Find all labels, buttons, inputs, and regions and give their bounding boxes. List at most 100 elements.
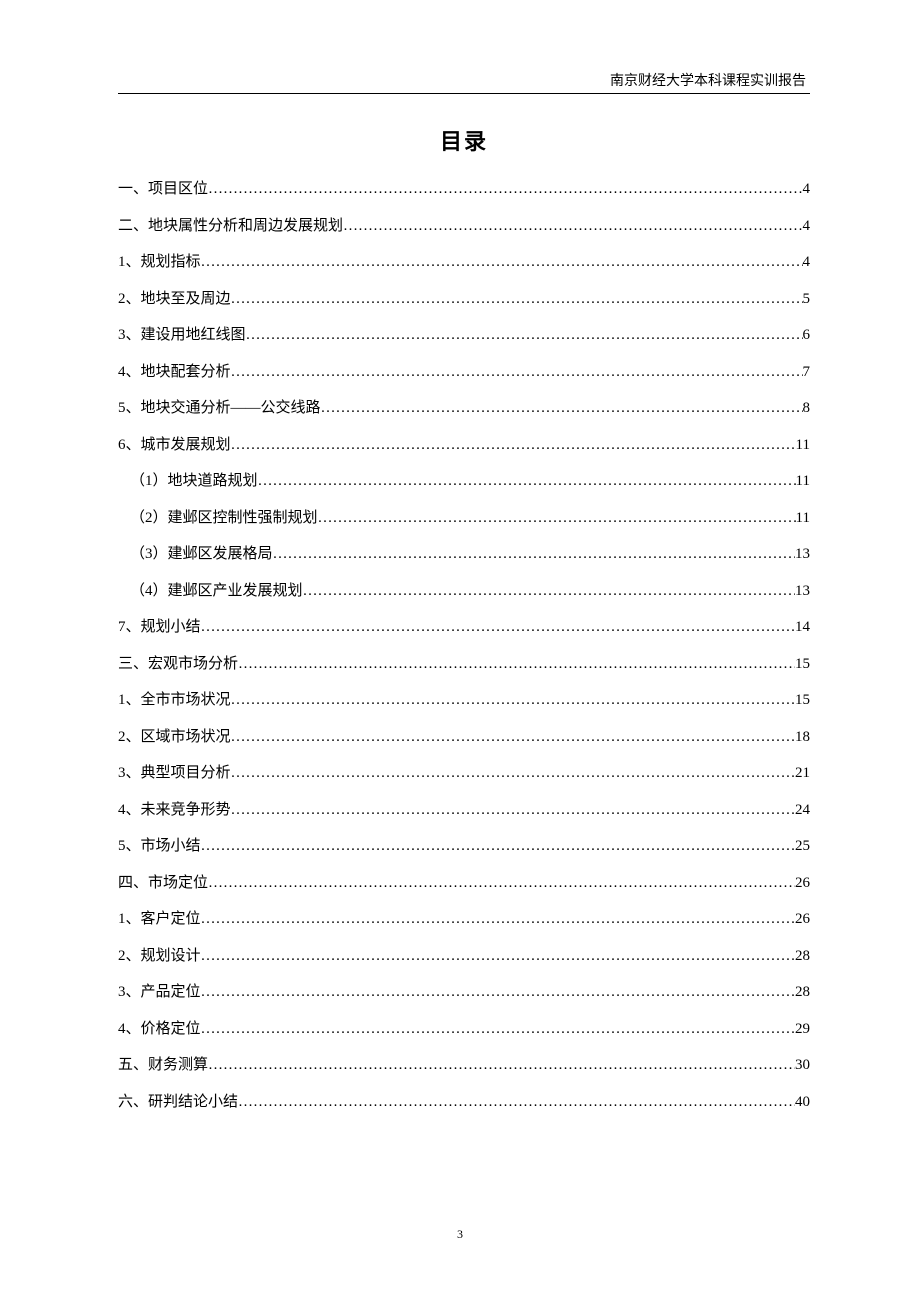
toc-entry: 3、建设用地红线图…………………………………………………………………………………… [118, 328, 810, 343]
toc-entry-page: 21 [795, 766, 810, 781]
toc-entry: 2、区域市场状况……………………………………………………………………………………… [118, 730, 810, 745]
toc-entry: 1、规划指标…………………………………………………………………………………………… [118, 255, 810, 270]
toc-entry-label: 3、建设用地红线图 [118, 328, 246, 343]
toc-entry: 四、市场定位…………………………………………………………………………………………… [118, 876, 810, 891]
toc-entry-label: 4、价格定位 [118, 1022, 201, 1037]
toc-entry: 五、财务测算…………………………………………………………………………………………… [118, 1058, 810, 1073]
toc-entry-dots: …………………………………………………………………………………………………………… [201, 1022, 795, 1037]
toc-entry-label: 1、客户定位 [118, 912, 201, 927]
toc-entry-page: 29 [795, 1022, 810, 1037]
toc-entry-dots: …………………………………………………………………………………………………………… [231, 803, 795, 818]
toc-entry: 三、宏观市场分析……………………………………………………………………………………… [118, 657, 810, 672]
toc-entry-dots: …………………………………………………………………………………………………………… [201, 839, 795, 854]
toc-entry-dots: …………………………………………………………………………………………………………… [343, 219, 802, 234]
toc-entry-page: 30 [795, 1058, 810, 1073]
toc-entry-dots: …………………………………………………………………………………………………………… [201, 255, 803, 270]
toc-entry-dots: …………………………………………………………………………………………………………… [231, 365, 803, 380]
toc-entry-dots: …………………………………………………………………………………………………………… [303, 584, 795, 599]
toc-entry: 5、地块交通分析——公交线路……………………………………………………………………… [118, 401, 810, 416]
toc-entry: 7、规划小结…………………………………………………………………………………………… [118, 620, 810, 635]
toc-entry-dots: …………………………………………………………………………………………………………… [321, 401, 803, 416]
toc-entry-label: 2、地块至及周边 [118, 292, 231, 307]
toc-entry-page: 40 [795, 1095, 810, 1110]
toc-entry-label: 2、规划设计 [118, 949, 201, 964]
toc-entry: 4、地块配套分析……………………………………………………………………………………… [118, 365, 810, 380]
toc-entry-label: 五、财务测算 [118, 1058, 208, 1073]
toc-entry-dots: …………………………………………………………………………………………………………… [231, 730, 795, 745]
page-container: 南京财经大学本科课程实训报告 目录 一、项目区位…………………………………………… [0, 0, 920, 1302]
toc-entry-label: 3、产品定位 [118, 985, 201, 1000]
toc-entry-page: 15 [795, 657, 810, 672]
toc-entry-dots: …………………………………………………………………………………………………………… [238, 1095, 795, 1110]
toc-entry-label: 二、地块属性分析和周边发展规划 [118, 219, 343, 234]
toc-entry-label: 三、宏观市场分析 [118, 657, 238, 672]
toc-entry: 4、未来竞争形势……………………………………………………………………………………… [118, 803, 810, 818]
toc-entry-page: 11 [796, 438, 810, 453]
toc-entry-dots: …………………………………………………………………………………………………………… [208, 876, 795, 891]
toc-entry: （2）建邺区控制性强制规划………………………………………………………………………… [118, 511, 810, 526]
toc-entry-page: 18 [795, 730, 810, 745]
toc-entry: 六、研判结论小结……………………………………………………………………………………… [118, 1095, 810, 1110]
toc-entry: （1）地块道路规划…………………………………………………………………………………… [118, 474, 810, 489]
toc-entry-label: 5、市场小结 [118, 839, 201, 854]
toc-entry-dots: …………………………………………………………………………………………………………… [258, 474, 796, 489]
toc-entry: 1、客户定位…………………………………………………………………………………………… [118, 912, 810, 927]
toc-entry-label: 5、地块交通分析——公交线路 [118, 401, 321, 416]
toc-entry-dots: …………………………………………………………………………………………………………… [231, 693, 795, 708]
toc-entry-label: 2、区域市场状况 [118, 730, 231, 745]
toc-entry-label: （2）建邺区控制性强制规划 [130, 511, 318, 526]
toc-entry: 5、市场小结…………………………………………………………………………………………… [118, 839, 810, 854]
toc-entry-dots: …………………………………………………………………………………………………………… [201, 949, 795, 964]
toc-entry-page: 13 [795, 547, 810, 562]
toc-entry-dots: …………………………………………………………………………………………………………… [201, 620, 795, 635]
toc-entry-label: 4、未来竞争形势 [118, 803, 231, 818]
toc-entry: 6、城市发展规划……………………………………………………………………………………… [118, 438, 810, 453]
toc-entry-label: （1）地块道路规划 [130, 474, 258, 489]
toc-entry: （3）建邺区发展格局………………………………………………………………………………… [118, 547, 810, 562]
toc-entry-page: 24 [795, 803, 810, 818]
toc-entry-dots: …………………………………………………………………………………………………………… [208, 182, 802, 197]
toc-entry-page: 25 [795, 839, 810, 854]
toc-entry-page: 13 [795, 584, 810, 599]
toc-entry-dots: …………………………………………………………………………………………………………… [231, 438, 796, 453]
toc-entry-page: 5 [803, 292, 811, 307]
toc-entry-page: 15 [795, 693, 810, 708]
header-institution: 南京财经大学本科课程实训报告 [118, 70, 810, 90]
toc-entry-label: （4）建邺区产业发展规划 [130, 584, 303, 599]
toc-entry: 1、全市市场状况……………………………………………………………………………………… [118, 693, 810, 708]
toc-entry-page: 28 [795, 949, 810, 964]
toc-title: 目录 [118, 124, 810, 156]
toc-entry-page: 8 [803, 401, 811, 416]
toc-entry: 2、地块至及周边……………………………………………………………………………………… [118, 292, 810, 307]
toc-entry-dots: …………………………………………………………………………………………………………… [246, 328, 803, 343]
toc-entry-label: （3）建邺区发展格局 [130, 547, 273, 562]
page-number: 3 [0, 1227, 920, 1242]
toc-entry-dots: …………………………………………………………………………………………………………… [231, 292, 803, 307]
toc-entry-page: 4 [803, 219, 811, 234]
toc-entry: （4）建邺区产业发展规划…………………………………………………………………………… [118, 584, 810, 599]
toc-entry-page: 26 [795, 912, 810, 927]
toc-entry: 3、产品定位…………………………………………………………………………………………… [118, 985, 810, 1000]
toc-entry-dots: …………………………………………………………………………………………………………… [238, 657, 795, 672]
header-divider [118, 93, 810, 94]
toc-entry-label: 一、项目区位 [118, 182, 208, 197]
toc-entry-page: 6 [803, 328, 811, 343]
toc-entry-page: 11 [796, 511, 810, 526]
toc-entry-label: 1、全市市场状况 [118, 693, 231, 708]
toc-entry-dots: …………………………………………………………………………………………………………… [318, 511, 796, 526]
toc-entry-label: 六、研判结论小结 [118, 1095, 238, 1110]
toc-entry-page: 11 [796, 474, 810, 489]
toc-entries: 一、项目区位…………………………………………………………………………………………… [118, 182, 810, 1131]
toc-entry-page: 26 [795, 876, 810, 891]
toc-entry: 2、规划设计…………………………………………………………………………………………… [118, 949, 810, 964]
toc-entry-label: 3、典型项目分析 [118, 766, 231, 781]
toc-entry-dots: …………………………………………………………………………………………………………… [208, 1058, 795, 1073]
toc-entry-dots: …………………………………………………………………………………………………………… [201, 985, 795, 1000]
toc-entry-label: 6、城市发展规划 [118, 438, 231, 453]
toc-entry-label: 四、市场定位 [118, 876, 208, 891]
toc-entry-page: 4 [803, 182, 811, 197]
toc-entry: 3、典型项目分析……………………………………………………………………………………… [118, 766, 810, 781]
toc-entry-dots: …………………………………………………………………………………………………………… [201, 912, 795, 927]
toc-entry: 4、价格定位…………………………………………………………………………………………… [118, 1022, 810, 1037]
toc-entry-label: 4、地块配套分析 [118, 365, 231, 380]
